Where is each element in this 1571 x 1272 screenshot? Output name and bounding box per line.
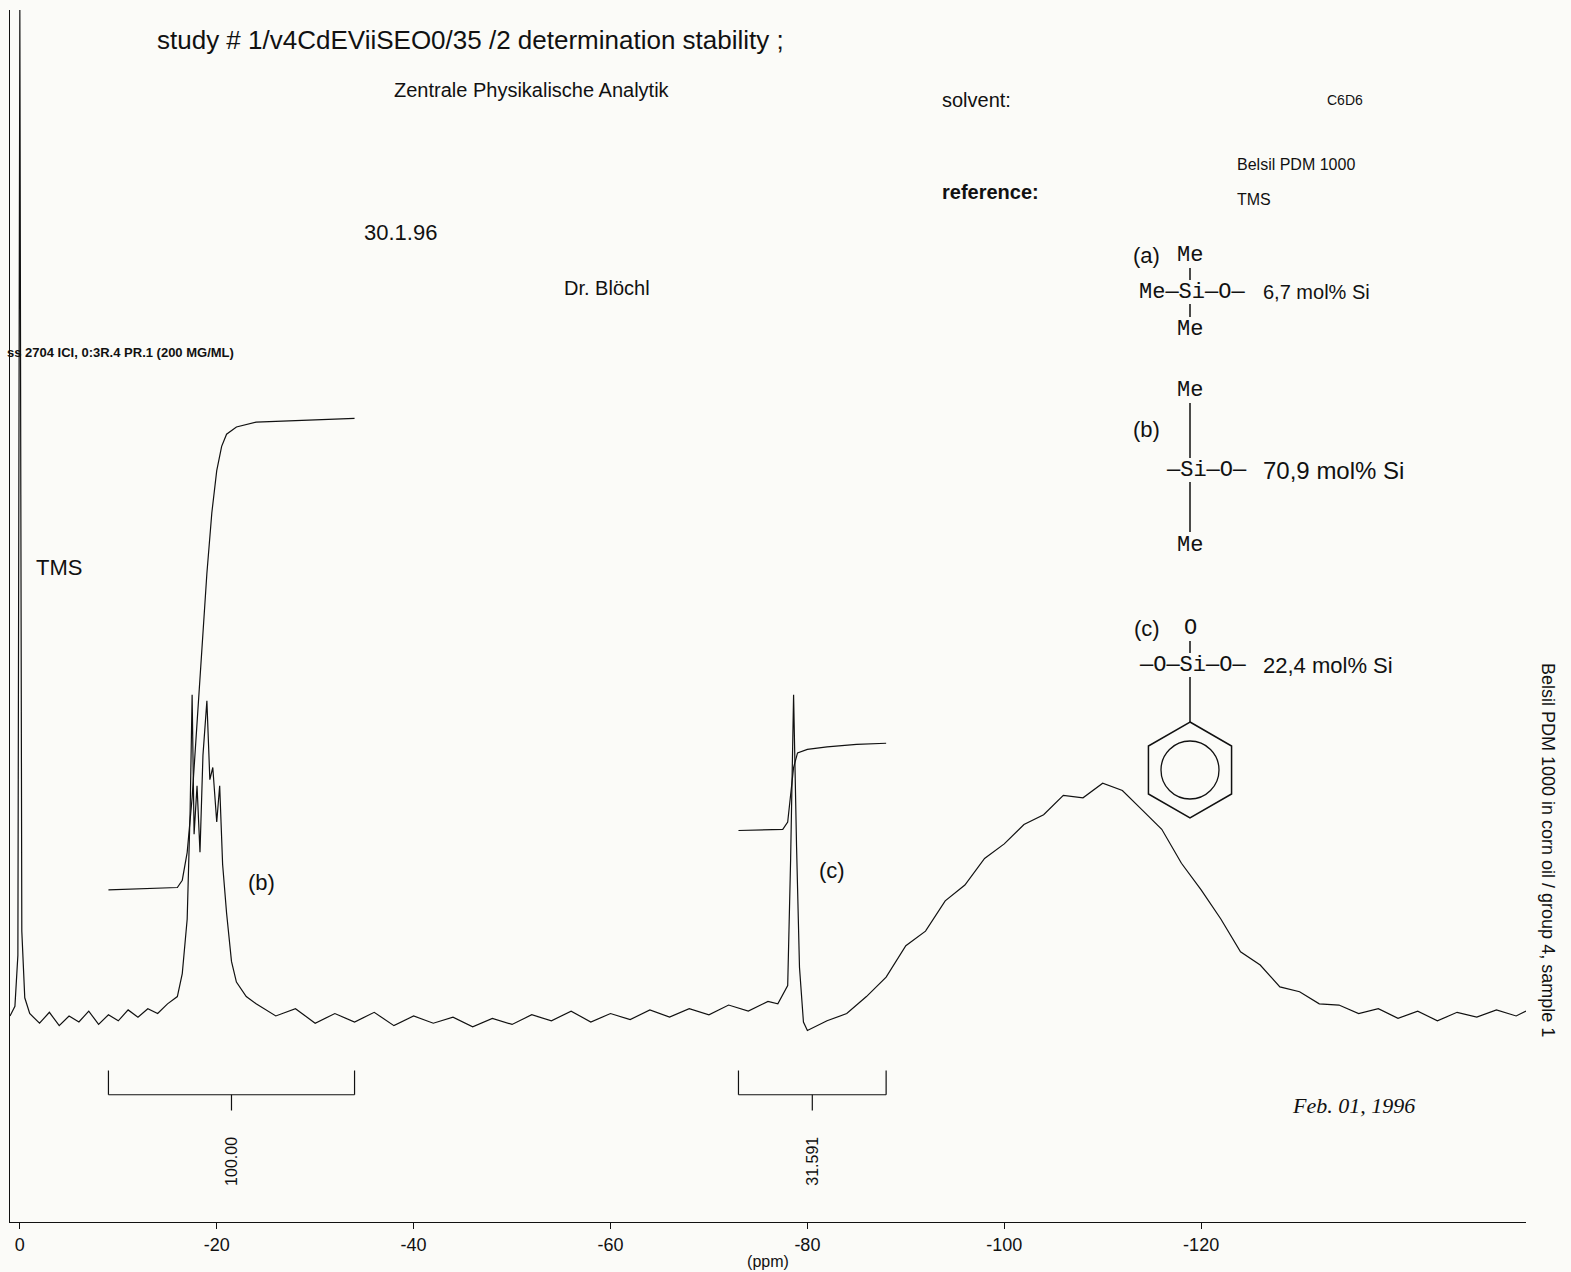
svg-text:TMS: TMS [36,555,82,580]
svg-text:31.591: 31.591 [804,1137,821,1186]
svg-text:-80: -80 [794,1235,820,1255]
svg-text:(b): (b) [1133,417,1160,442]
svg-text:(c): (c) [1134,616,1160,641]
svg-text:Me: Me [1177,243,1203,268]
svg-text:TMS: TMS [1237,191,1271,208]
svg-text:Zentrale Physikalische Analyti: Zentrale Physikalische Analytik [394,79,670,101]
svg-text:(c): (c) [819,858,845,883]
svg-text:O: O [1184,616,1197,641]
svg-text:Me—Si—O—: Me—Si—O— [1139,280,1245,305]
svg-text:Feb. 01, 1996: Feb. 01, 1996 [1292,1093,1415,1118]
svg-text:-60: -60 [597,1235,623,1255]
svg-text:Me: Me [1177,378,1203,403]
svg-text:—Si—O—: —Si—O— [1166,458,1247,483]
svg-text:ss 2704 ICI, 0:3R.4 PR.1 (200: ss 2704 ICI, 0:3R.4 PR.1 (200 MG/ML) [7,345,234,360]
svg-text:70,9 mol% Si: 70,9 mol% Si [1263,457,1404,484]
svg-text:Me: Me [1177,533,1203,558]
svg-text:100.00: 100.00 [223,1137,240,1186]
svg-text:C6D6: C6D6 [1327,92,1363,108]
svg-text:(ppm): (ppm) [747,1253,789,1270]
svg-text:study # 1/v4CdEViiSEO0/35 /2 d: study # 1/v4CdEViiSEO0/35 /2 determinati… [157,25,784,55]
svg-text:Belsil PDM 1000 in corn oil /: Belsil PDM 1000 in corn oil / group 4, s… [1538,663,1558,1037]
svg-text:reference:: reference: [942,181,1039,203]
svg-text:—O—Si—O—: —O—Si—O— [1139,653,1246,678]
svg-text:22,4 mol% Si: 22,4 mol% Si [1263,653,1393,678]
svg-text:0: 0 [15,1235,25,1255]
svg-text:-120: -120 [1183,1235,1219,1255]
svg-text:30.1.96: 30.1.96 [364,220,437,245]
svg-text:-40: -40 [401,1235,427,1255]
svg-text:-100: -100 [986,1235,1022,1255]
svg-text:Belsil PDM 1000: Belsil PDM 1000 [1237,156,1355,173]
svg-text:6,7 mol% Si: 6,7 mol% Si [1263,281,1370,303]
svg-text:(a): (a) [1133,243,1160,268]
svg-text:-20: -20 [204,1235,230,1255]
svg-text:solvent:: solvent: [942,89,1011,111]
svg-text:Me: Me [1177,317,1203,342]
svg-text:(b): (b) [248,870,275,895]
svg-text:Dr. Blöchl: Dr. Blöchl [564,277,650,299]
